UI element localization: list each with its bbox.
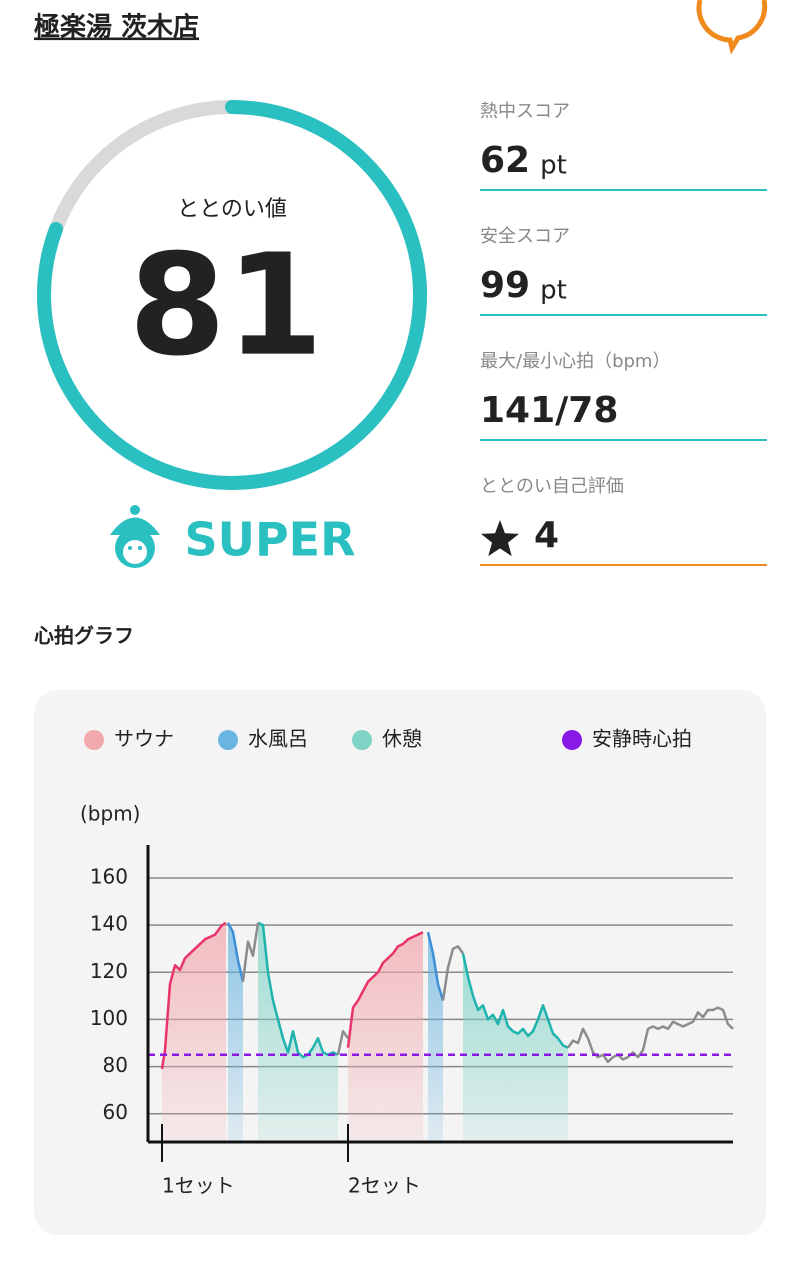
stat-unit: pt	[540, 151, 567, 181]
heart-rate-line	[426, 931, 445, 1001]
heart-rate-line	[336, 1029, 350, 1056]
legend-label: 水風呂	[248, 727, 308, 751]
phase-area	[228, 922, 243, 1142]
legend-label: サウナ	[114, 727, 174, 751]
y-tick-label: 120	[90, 959, 128, 983]
x-tick-label: 1セット	[162, 1174, 235, 1198]
phase-area	[463, 953, 568, 1142]
phase-area	[162, 922, 226, 1142]
stat-label: 熱中スコア	[480, 101, 570, 122]
stat-label: 最大/最小心拍（bpm）	[480, 351, 670, 372]
stat-value: 4	[534, 515, 559, 556]
stat-value: 141/78	[480, 390, 618, 431]
heart-rate-line	[346, 931, 424, 1048]
x-tick-label: 2セット	[348, 1174, 421, 1198]
stat-unit: pt	[540, 276, 567, 306]
legend-marker	[84, 730, 104, 750]
score-ring	[37, 100, 428, 490]
section-title: 心拍グラフ	[34, 624, 134, 648]
star-icon	[480, 520, 520, 557]
y-axis-label: (bpm)	[80, 802, 140, 826]
logo	[696, 0, 768, 55]
legend-label: 安静時心拍	[592, 727, 692, 751]
phase-area	[258, 922, 338, 1142]
y-tick-label: 80	[103, 1053, 128, 1077]
heart-rate-line	[257, 921, 339, 1059]
store-title[interactable]: 極楽湯 茨木店	[34, 13, 199, 43]
stat-value: 99	[480, 265, 530, 306]
stat-label: 安全スコア	[480, 226, 570, 247]
y-tick-label: 60	[103, 1100, 128, 1124]
legend-marker	[562, 730, 582, 750]
legend-marker	[352, 730, 372, 750]
heart-rate-line	[226, 922, 245, 983]
mascot-icon	[110, 505, 160, 568]
y-tick-label: 160	[90, 865, 128, 889]
heart-rate-line	[241, 922, 260, 982]
stat-value: 62	[480, 140, 530, 181]
rank: SUPER	[184, 513, 355, 567]
score-value: 81	[129, 225, 324, 388]
heart-rate-line	[441, 945, 465, 1001]
y-tick-label: 100	[90, 1006, 128, 1030]
heart-rate-line	[160, 921, 227, 1070]
score-label: ととのい値	[177, 197, 287, 222]
stat-label: ととのい自己評価	[480, 476, 624, 497]
y-tick-label: 140	[90, 912, 128, 936]
phase-area	[428, 932, 443, 1142]
heart-rate-line	[461, 953, 569, 1049]
legend-label: 休憩	[382, 727, 422, 751]
legend-marker	[218, 730, 238, 750]
